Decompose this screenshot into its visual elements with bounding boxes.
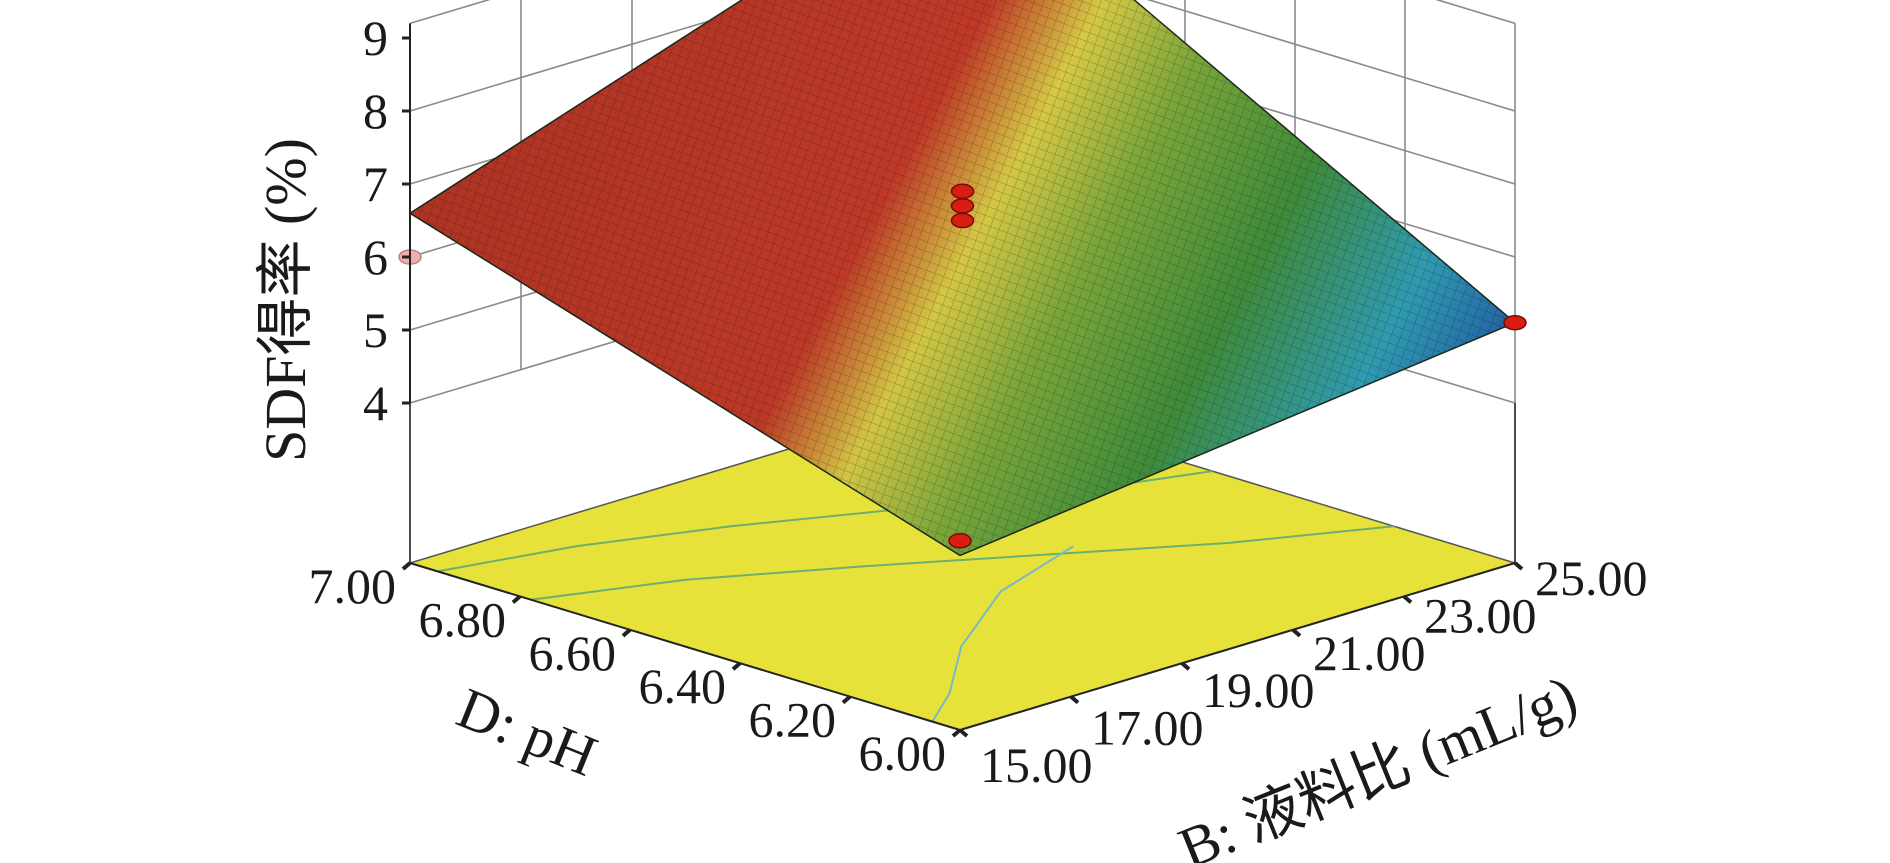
- y-tick-label: 6.20: [749, 692, 837, 748]
- design-points: [398, 183, 1527, 549]
- z-tick-label: 8: [363, 83, 388, 139]
- y-tick-label: 6.40: [639, 658, 727, 714]
- design-point: [948, 533, 972, 549]
- y-tick-label: 6.00: [859, 725, 947, 781]
- response-surface: [408, 0, 1517, 557]
- x-tick-label: 19.00: [1202, 662, 1315, 718]
- y-tick-label: 6.60: [529, 625, 617, 681]
- x-tick-label: 15.00: [980, 737, 1093, 793]
- x-tick-label: 23.00: [1424, 587, 1537, 643]
- grid-line: [409, 0, 1516, 112]
- design-point: [950, 198, 975, 214]
- x-tick-label: 17.00: [1091, 700, 1204, 756]
- y-tick-mark: [511, 594, 522, 604]
- z-tick-label: 6: [363, 229, 388, 285]
- contour-line: [931, 545, 1074, 723]
- x-tick-mark: [1180, 661, 1191, 671]
- y-axis-label: D: pH: [449, 675, 606, 789]
- x-tick-mark: [1402, 594, 1413, 604]
- x-tick-mark: [958, 728, 969, 738]
- x-tick-mark: [1513, 561, 1524, 571]
- z-axis-label: SDF得率 (%): [253, 138, 318, 462]
- y-tick-label: 7.00: [309, 558, 397, 614]
- x-axis-line: [959, 562, 1516, 731]
- y-tick-mark: [621, 628, 632, 638]
- y-tick-mark: [731, 661, 742, 671]
- x-tick-mark: [1069, 695, 1080, 705]
- x-tick-mark: [1291, 628, 1302, 638]
- z-tick-label: 9: [363, 10, 388, 66]
- y-axis-line: [409, 562, 961, 731]
- z-tick-label: 7: [363, 156, 388, 212]
- x-tick-label: 25.00: [1535, 550, 1648, 606]
- x-tick-label: 21.00: [1313, 625, 1426, 681]
- contour-line: [530, 525, 1395, 601]
- design-point: [950, 183, 975, 200]
- surface-mesh: [410, 0, 1515, 556]
- y-tick-mark: [401, 561, 412, 571]
- y-tick-mark: [951, 728, 962, 738]
- design-point: [950, 212, 975, 229]
- design-point: [1503, 314, 1527, 331]
- z-tick-label: 4: [363, 375, 388, 431]
- z-tick-label: 5: [363, 302, 388, 358]
- y-tick-mark: [841, 695, 852, 705]
- y-tick-label: 6.80: [419, 591, 507, 647]
